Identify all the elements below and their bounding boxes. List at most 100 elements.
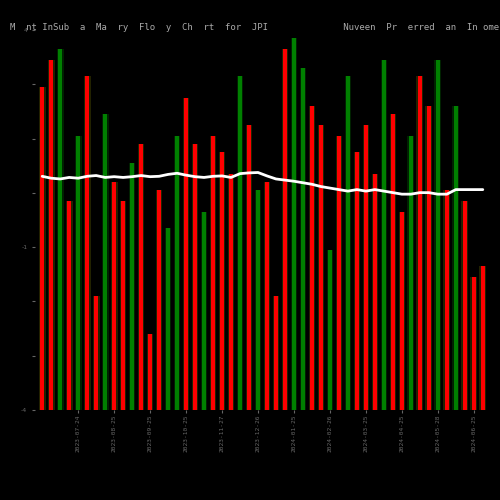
Bar <box>336 136 342 410</box>
Bar <box>472 277 476 410</box>
Bar <box>228 174 234 410</box>
Bar <box>300 68 306 410</box>
Bar <box>236 76 244 410</box>
Bar <box>274 296 278 410</box>
Bar <box>400 212 404 410</box>
Bar <box>121 201 125 410</box>
Bar <box>362 125 370 410</box>
Bar <box>256 190 260 410</box>
Bar <box>416 76 423 410</box>
Bar <box>193 144 197 410</box>
Bar <box>444 190 450 410</box>
Bar <box>220 152 224 410</box>
Bar <box>112 182 116 410</box>
Bar <box>364 125 368 410</box>
Bar <box>409 136 413 410</box>
Bar <box>246 125 252 410</box>
Bar <box>229 174 233 410</box>
Bar <box>76 136 80 410</box>
Bar <box>40 87 44 410</box>
Bar <box>337 136 341 410</box>
Bar <box>380 60 388 410</box>
Bar <box>354 152 360 410</box>
Bar <box>310 106 314 410</box>
Bar <box>166 228 170 410</box>
Bar <box>210 136 216 410</box>
Bar <box>182 98 190 410</box>
Bar <box>391 114 395 410</box>
Bar <box>408 136 414 410</box>
Bar <box>434 60 441 410</box>
Bar <box>103 114 107 410</box>
Bar <box>111 182 117 410</box>
Bar <box>282 49 288 410</box>
Bar <box>292 38 296 410</box>
Bar <box>200 212 207 410</box>
Bar <box>272 296 280 410</box>
Bar <box>390 114 396 410</box>
Bar <box>481 266 485 410</box>
Bar <box>463 201 467 410</box>
Bar <box>238 76 242 410</box>
Bar <box>102 114 108 410</box>
Bar <box>211 136 215 410</box>
Bar <box>319 125 323 410</box>
Bar <box>49 60 53 410</box>
Bar <box>57 49 64 410</box>
Bar <box>480 266 486 410</box>
Bar <box>174 136 180 410</box>
Bar <box>265 182 269 410</box>
Bar <box>382 60 386 410</box>
Bar <box>192 144 198 410</box>
Bar <box>318 125 324 410</box>
Text: M  nt InSub  a  Ma  ry  Flo  y  Ch  rt  for  JPI              Nuveen  Pr  erred : M nt InSub a Ma ry Flo y Ch rt for JPI N… <box>10 22 500 32</box>
Bar <box>264 182 270 410</box>
Bar <box>175 136 179 410</box>
Bar <box>202 212 206 410</box>
Bar <box>39 87 46 410</box>
Bar <box>146 334 154 410</box>
Bar <box>75 136 82 410</box>
Bar <box>94 296 98 410</box>
Bar <box>373 174 377 410</box>
Bar <box>138 144 144 410</box>
Bar <box>130 163 134 410</box>
Bar <box>445 190 449 410</box>
Bar <box>128 163 136 410</box>
Bar <box>328 250 332 410</box>
Bar <box>66 201 72 410</box>
Bar <box>164 228 172 410</box>
Bar <box>344 76 352 410</box>
Bar <box>470 277 477 410</box>
Bar <box>355 152 359 410</box>
Bar <box>301 68 305 410</box>
Bar <box>462 201 468 410</box>
Bar <box>427 106 431 410</box>
Bar <box>184 98 188 410</box>
Bar <box>326 250 334 410</box>
Bar <box>247 125 251 410</box>
Bar <box>418 76 422 410</box>
Bar <box>254 190 262 410</box>
Bar <box>85 76 89 410</box>
Bar <box>454 106 458 410</box>
Bar <box>48 60 54 410</box>
Bar <box>139 144 143 410</box>
Bar <box>452 106 459 410</box>
Bar <box>308 106 316 410</box>
Bar <box>283 49 287 410</box>
Bar <box>346 76 350 410</box>
Bar <box>398 212 405 410</box>
Bar <box>84 76 90 410</box>
Bar <box>372 174 378 410</box>
Bar <box>120 201 126 410</box>
Bar <box>67 201 71 410</box>
Bar <box>93 296 100 410</box>
Bar <box>148 334 152 410</box>
Bar <box>157 190 161 410</box>
Bar <box>218 152 226 410</box>
Bar <box>58 49 62 410</box>
Bar <box>426 106 432 410</box>
Bar <box>436 60 440 410</box>
Bar <box>156 190 162 410</box>
